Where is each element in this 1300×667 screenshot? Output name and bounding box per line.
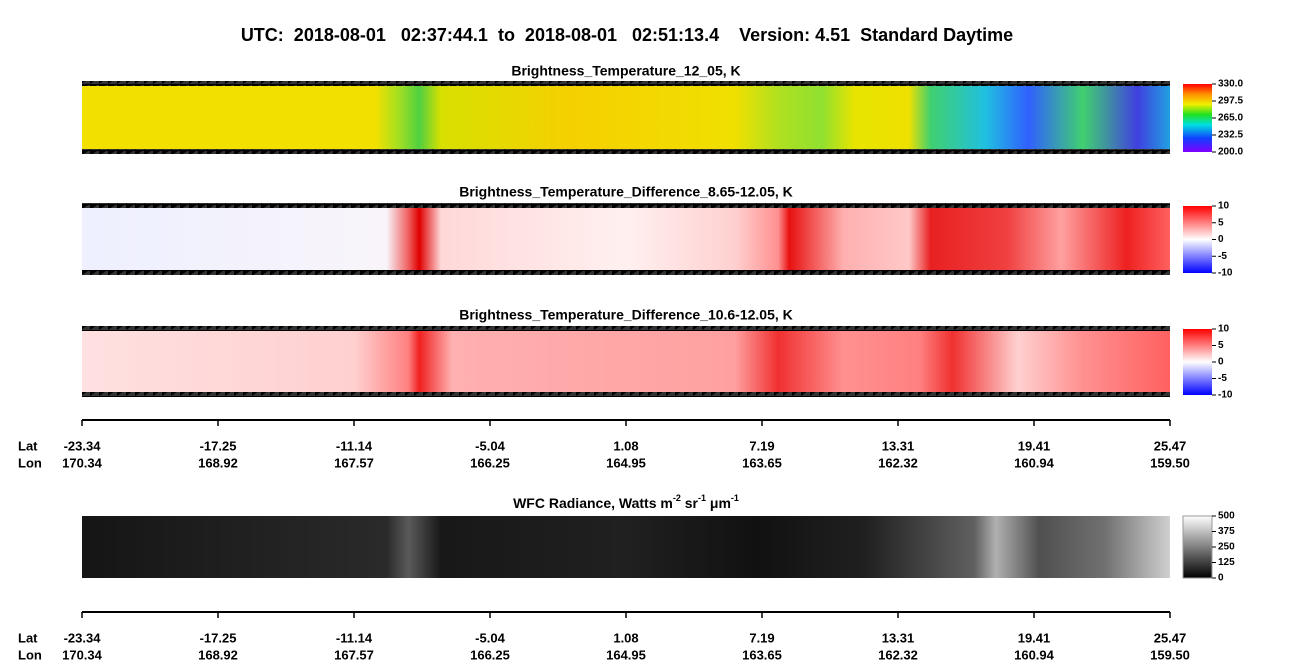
colorbar-tick-label: 10 xyxy=(1218,324,1230,335)
lat-label: Lat xyxy=(18,438,38,453)
colorbar-tick-label: 125 xyxy=(1218,557,1235,568)
colorbar-tick-label: 200.0 xyxy=(1218,147,1243,158)
lat-tick-label: 19.41 xyxy=(1018,630,1051,645)
title-text: WFC Radiance, Watts m xyxy=(513,495,673,511)
colorbar-tick-label: -10 xyxy=(1218,268,1233,279)
colorbar-tick-label: 265.0 xyxy=(1218,113,1243,124)
colorbar-tick-label: -5 xyxy=(1218,373,1227,384)
lat-tick-label: 1.08 xyxy=(613,438,638,453)
colorbar xyxy=(1183,329,1212,395)
lon-tick-label: 162.32 xyxy=(878,647,918,662)
lat-tick-label: -17.25 xyxy=(200,438,237,453)
lat-tick-label: 7.19 xyxy=(749,630,774,645)
colorbar-tick-label: -5 xyxy=(1218,251,1227,262)
title-superscript: -1 xyxy=(698,493,706,503)
lat-tick-label: -11.14 xyxy=(336,630,373,645)
lon-tick-label: 170.34 xyxy=(62,647,103,662)
colorbar-tick-label: 375 xyxy=(1218,526,1235,537)
panel-title: Brightness_Temperature_Difference_8.65-1… xyxy=(459,184,793,200)
colorbar-tick-label: 232.5 xyxy=(1218,130,1243,141)
lon-tick-label: 159.50 xyxy=(1150,647,1190,662)
lat-tick-label: 7.19 xyxy=(749,438,774,453)
lat-tick-label: -23.34 xyxy=(64,630,102,645)
lon-tick-label: 162.32 xyxy=(878,455,918,470)
title-text: sr xyxy=(681,495,699,511)
colorbar-tick-label: 250 xyxy=(1218,542,1235,553)
colorbar-tick-label: 5 xyxy=(1218,340,1224,351)
lon-label: Lon xyxy=(18,455,42,470)
colorbar-tick-label: 5 xyxy=(1218,217,1224,228)
lat-tick-label: 25.47 xyxy=(1154,438,1187,453)
colorbar-tick-label: 0 xyxy=(1218,234,1224,245)
scan-edge xyxy=(82,392,1170,397)
lon-tick-label: 166.25 xyxy=(470,455,510,470)
colorbar xyxy=(1182,515,1213,579)
image-strip xyxy=(82,206,1170,273)
lon-tick-label: 163.65 xyxy=(742,455,782,470)
lat-tick-label: 13.31 xyxy=(882,438,915,453)
lon-tick-label: 160.94 xyxy=(1014,647,1055,662)
lon-tick-label: 167.57 xyxy=(334,455,374,470)
image-strip xyxy=(82,516,1170,578)
panel-title: WFC Radiance, Watts m-2 sr-1 μm-1 xyxy=(513,493,739,510)
lon-tick-label: 159.50 xyxy=(1150,455,1190,470)
colorbar xyxy=(1183,206,1212,273)
lon-label: Lon xyxy=(18,647,42,662)
title-superscript: -1 xyxy=(731,493,739,503)
lon-tick-label: 163.65 xyxy=(742,647,782,662)
lat-tick-label: -5.04 xyxy=(475,438,505,453)
image-strip xyxy=(82,84,1170,152)
scan-edge xyxy=(82,270,1170,275)
lon-tick-label: 166.25 xyxy=(470,647,510,662)
colorbar-tick-label: 330.0 xyxy=(1218,79,1243,90)
lon-tick-label: 160.94 xyxy=(1014,455,1055,470)
scan-edge xyxy=(82,149,1170,154)
lon-tick-label: 168.92 xyxy=(198,455,238,470)
lat-tick-label: 25.47 xyxy=(1154,630,1187,645)
lon-tick-label: 167.57 xyxy=(334,647,374,662)
lat-label: Lat xyxy=(18,630,38,645)
lon-tick-label: 168.92 xyxy=(198,647,238,662)
scan-edge xyxy=(82,203,1170,208)
colorbar-tick-label: -10 xyxy=(1218,390,1233,401)
lat-tick-label: -11.14 xyxy=(336,438,373,453)
image-strip xyxy=(82,329,1170,395)
panel-title: Brightness_Temperature_12_05, K xyxy=(511,63,740,79)
lat-tick-label: 13.31 xyxy=(882,630,915,645)
lat-tick-label: 1.08 xyxy=(613,630,638,645)
title-text: μm xyxy=(706,495,731,511)
colorbar-tick-label: 500 xyxy=(1218,511,1235,522)
lon-tick-label: 164.95 xyxy=(606,647,646,662)
colorbar xyxy=(1183,84,1212,152)
panel-title: Brightness_Temperature_Difference_10.6-1… xyxy=(459,307,793,323)
lon-tick-label: 164.95 xyxy=(606,455,646,470)
colorbar-tick-label: 0 xyxy=(1218,573,1224,584)
colorbar-tick-label: 10 xyxy=(1218,201,1230,212)
title-superscript: -2 xyxy=(673,493,681,503)
lat-tick-label: -17.25 xyxy=(200,630,237,645)
lon-tick-label: 170.34 xyxy=(62,455,103,470)
scan-edge xyxy=(82,326,1170,331)
figure-title: UTC: 2018-08-01 02:37:44.1 to 2018-08-01… xyxy=(241,25,1013,45)
colorbar-tick-label: 0 xyxy=(1218,357,1224,368)
scan-edge xyxy=(82,81,1170,86)
lat-tick-label: -5.04 xyxy=(475,630,505,645)
lat-tick-label: -23.34 xyxy=(64,438,102,453)
colorbar-tick-label: 297.5 xyxy=(1218,96,1243,107)
lat-tick-label: 19.41 xyxy=(1018,438,1051,453)
